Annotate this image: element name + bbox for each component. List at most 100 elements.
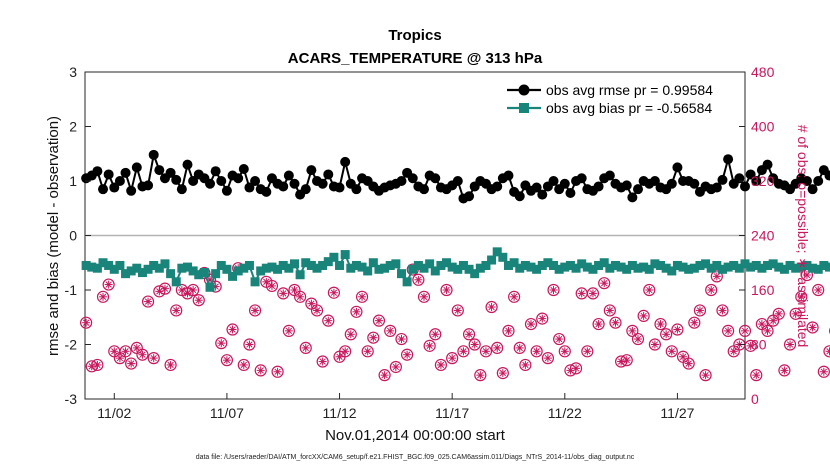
- count-point: [136, 348, 149, 361]
- bias-point: [464, 264, 474, 274]
- bias-point: [104, 260, 114, 270]
- bias-point: [746, 262, 756, 272]
- bias-point: [650, 259, 660, 269]
- count-point: [671, 323, 684, 336]
- count-point: [96, 290, 110, 303]
- bias-point: [672, 260, 682, 270]
- count-point: [637, 309, 650, 322]
- count-point: [468, 338, 481, 351]
- count-point: [603, 304, 616, 317]
- count-point: [519, 358, 532, 372]
- legend: obs avg rmse pr = 0.99584 obs avg bias p…: [501, 75, 743, 121]
- bias-point: [791, 263, 801, 273]
- count-point: [220, 354, 234, 367]
- count-point: [384, 324, 397, 337]
- rmse-point: [813, 176, 824, 186]
- rmse-point: [711, 182, 722, 193]
- y2-tick-label: 480: [751, 64, 775, 80]
- count-point: [91, 358, 104, 372]
- count-point: [800, 268, 814, 282]
- count-point: [738, 324, 752, 337]
- bias-point: [425, 259, 435, 269]
- count-point: [755, 317, 768, 331]
- bias-point: [323, 257, 333, 267]
- rmse-point: [514, 191, 525, 202]
- y2-tick-label: 80: [751, 337, 767, 353]
- chart-subtitle: ACARS_TEMPERATURE @ 313 hPa: [288, 50, 543, 67]
- count-point: [524, 317, 538, 331]
- rmse-point: [452, 176, 463, 186]
- bias-point: [470, 269, 480, 279]
- bias-point: [492, 247, 502, 257]
- rmse-point: [503, 170, 514, 181]
- count-point: [682, 357, 695, 370]
- rmse-point: [723, 154, 734, 165]
- count-point: [761, 324, 774, 337]
- y2-tick-label: 0: [751, 391, 759, 407]
- rmse-point: [548, 176, 559, 186]
- count-point: [485, 300, 498, 314]
- rmse-point: [745, 169, 756, 180]
- count-point: [722, 324, 735, 337]
- count-point: [609, 316, 622, 329]
- bias-point: [177, 263, 187, 273]
- count-point: [716, 304, 729, 317]
- bias-point: [250, 277, 260, 287]
- count-point: [626, 324, 639, 337]
- rmse-point: [114, 176, 125, 186]
- bias-point: [824, 262, 830, 272]
- count-point: [192, 294, 205, 307]
- count-point: [147, 352, 160, 365]
- bias-point: [149, 260, 159, 270]
- bias-point: [295, 270, 305, 280]
- count-point: [187, 283, 200, 297]
- bias-point: [98, 258, 108, 268]
- bias-point: [335, 260, 345, 270]
- bias-point: [419, 263, 429, 273]
- bias-point: [656, 260, 666, 270]
- bias-point: [239, 263, 249, 273]
- count-point: [631, 332, 645, 346]
- count-point: [350, 305, 363, 318]
- count-point: [305, 297, 318, 310]
- rmse-point: [559, 178, 570, 189]
- rmse-point: [131, 162, 142, 173]
- count-point: [226, 323, 239, 336]
- count-point: [479, 345, 493, 358]
- bias-point: [729, 260, 739, 270]
- count-point: [446, 352, 459, 365]
- count-point: [395, 332, 408, 346]
- bias-point: [256, 266, 266, 276]
- count-point: [316, 355, 329, 368]
- bias-point: [565, 260, 575, 270]
- bias-point: [678, 262, 688, 272]
- count-point: [812, 283, 825, 297]
- bias-point: [802, 260, 812, 270]
- count-point: [817, 365, 830, 378]
- bias-point: [351, 260, 361, 270]
- count-point: [823, 345, 830, 358]
- count-point: [665, 345, 678, 358]
- rmse-point: [120, 167, 131, 178]
- x-tick-label: 11/22: [548, 405, 582, 421]
- bias-point: [194, 270, 204, 280]
- count-point: [693, 304, 707, 317]
- count-point: [434, 358, 448, 372]
- count-point: [491, 341, 504, 355]
- bias-point: [81, 260, 91, 270]
- count-point: [271, 365, 284, 378]
- y2-tick-label: 320: [751, 173, 775, 189]
- rmse-point: [188, 176, 199, 186]
- bias-point: [340, 250, 350, 260]
- count-point: [806, 321, 819, 334]
- bias-point: [808, 263, 818, 273]
- count-point: [795, 290, 808, 303]
- rmse-point: [340, 156, 351, 167]
- count-point: [536, 312, 549, 325]
- footer-data-file: data file: /Users/raeder/DAI/ATM_forcXX/…: [196, 454, 635, 461]
- bias-point: [160, 259, 170, 269]
- count-point: [620, 354, 633, 367]
- rmse-point: [165, 167, 176, 178]
- count-point: [417, 290, 431, 303]
- count-point: [569, 362, 583, 375]
